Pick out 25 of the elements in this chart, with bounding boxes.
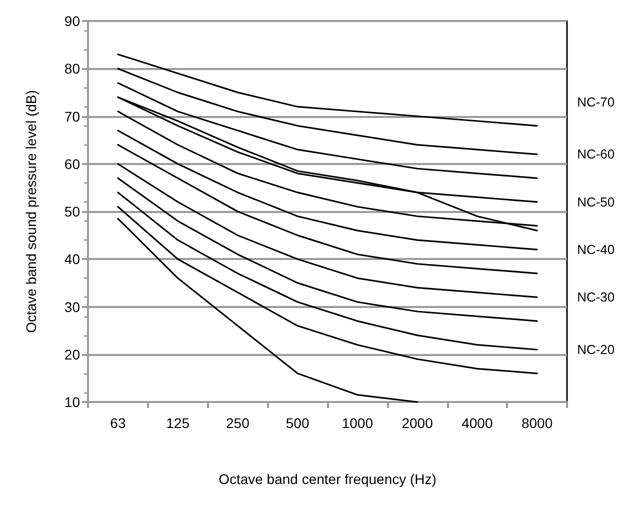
y-tick-label: 90	[64, 13, 80, 29]
y-tick-label: 70	[64, 108, 80, 124]
y-axis-title: Octave band sound pressure level (dB)	[23, 90, 39, 333]
text: NC-50	[577, 194, 615, 210]
y-tick-label: 10	[64, 394, 80, 410]
text: NC-70	[577, 94, 615, 110]
x-tick-label: 1000	[342, 415, 374, 431]
x-axis-title: Octave band center frequency (Hz)	[218, 471, 436, 487]
x-tick-label: 63	[110, 415, 126, 431]
text: NC-40	[577, 242, 615, 257]
y-tick-label: 60	[64, 156, 80, 172]
y-tick-label: 40	[64, 251, 80, 268]
y-tick-label: 30	[64, 298, 80, 315]
x-tick-label: 2000	[402, 415, 434, 431]
x-tick-label: 125	[166, 415, 190, 431]
text: NC-30	[577, 290, 615, 305]
y-tick-label: 80	[64, 60, 80, 77]
text: NC-20	[577, 342, 615, 357]
y-tick-label: 50	[64, 204, 80, 220]
x-tick-label: 4000	[462, 415, 493, 431]
x-tick-label: 500	[286, 415, 310, 431]
y-tick-label: 20	[64, 346, 80, 362]
x-tick-label: 8000	[521, 415, 553, 431]
x-tick-label: 250	[226, 415, 250, 431]
text: NC-60	[577, 146, 615, 162]
